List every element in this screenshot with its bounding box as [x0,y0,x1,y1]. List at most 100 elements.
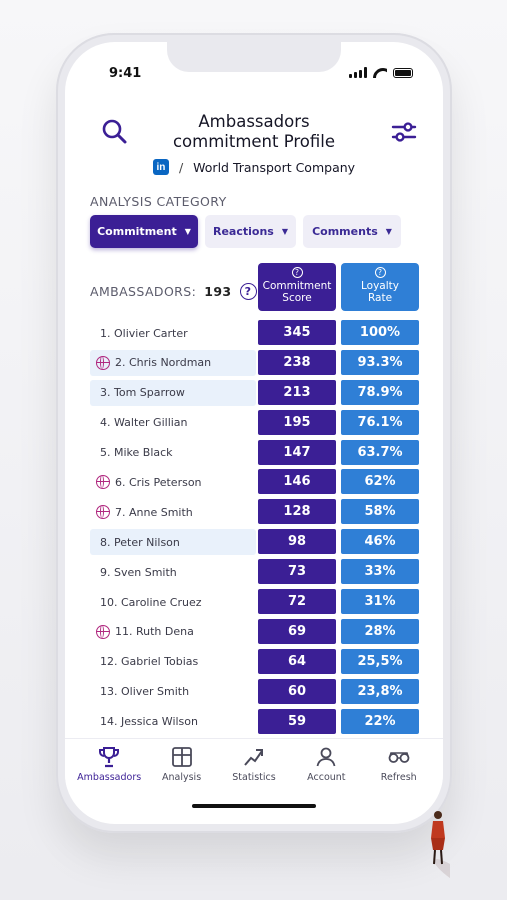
ambassador-name-cell[interactable]: 6. Cris Peterson [90,469,256,495]
table-row[interactable]: 1. Olivier Carter 345 100% [90,318,420,348]
table-row[interactable]: 2. Chris Nordman 238 93.3% [90,348,420,378]
ambassador-name-cell[interactable]: 8. Peter Nilson [90,529,256,556]
figure-illustration [431,811,450,888]
nav-refresh[interactable]: Refresh [364,739,434,788]
table-row[interactable]: 4. Walter Gillian 195 76.1% [90,408,420,438]
commitment-score-cell: 345 [258,320,336,345]
phone-screen: 9:41 Ambassadors commitment Profile [65,42,443,824]
trophy-icon [99,747,120,768]
commitment-score-cell: 128 [258,499,336,525]
analysis-category-label: ANALYSIS CATEGORY [90,194,227,209]
phone-frame: 9:41 Ambassadors commitment Profile [56,33,452,833]
company-breadcrumb: in / World Transport Company [65,159,443,175]
loyalty-rate-cell: 25,5% [341,648,419,674]
ambassador-name: 2. Chris Nordman [115,356,212,370]
trend-icon [244,749,263,766]
help-icon: ? [374,267,386,278]
tab-commitment[interactable]: Commitment ▼ [90,215,198,248]
ambassador-name-cell[interactable]: 7. Anne Smith [90,499,256,525]
loyalty-rate-cell: 78.9% [341,379,419,405]
ambassador-name-cell[interactable]: 11. Ruth Dena [90,619,256,645]
ambassador-name-cell[interactable]: 13. Oliver Smith [90,679,256,705]
table-row[interactable]: 11. Ruth Dena 69 28% [90,617,420,647]
table-row[interactable]: 10. Caroline Cruez 72 31% [90,587,420,617]
table-row[interactable]: 14. Jessica Wilson 59 22% [90,707,420,737]
ambassador-name: 6. Cris Peterson [115,475,202,489]
ambassador-name-cell[interactable]: 4. Walter Gillian [90,410,256,436]
table-row[interactable]: 3. Tom Sparrow 213 78.9% [90,378,420,408]
glasses-icon [388,752,410,763]
ambassador-name: 12. Gabriel Tobias [100,655,199,669]
commitment-score-cell: 146 [258,469,336,495]
loyalty-rate-cell: 76.1% [341,409,419,435]
loyalty-rate-cell: 22% [341,708,419,734]
caret-down-icon: ▼ [281,227,288,236]
ambassador-name-cell[interactable]: 1. Olivier Carter [90,320,256,346]
table-row[interactable]: 9. Sven Smith 73 33% [90,557,420,587]
ambassador-name: 10. Caroline Cruez [100,595,202,609]
ambassador-name-cell[interactable]: 9. Sven Smith [90,559,256,585]
table-row[interactable]: 8. Peter Nilson 98 46% [90,527,420,557]
ambassador-name: 7. Anne Smith [115,505,193,519]
loyalty-rate-cell: 28% [341,618,419,644]
ambassador-name-cell[interactable]: 5. Mike Black [90,440,256,466]
search-button[interactable] [101,118,129,146]
globe-icon [96,355,110,370]
commitment-score-cell: 59 [258,708,336,734]
table-row[interactable]: 5. Mike Black 147 63.7% [90,438,420,468]
tab-comments[interactable]: Comments ▼ [303,215,401,248]
status-time: 9:41 [109,66,142,81]
table-row[interactable]: 7. Anne Smith 128 58% [90,497,420,527]
commitment-score-cell: 195 [258,409,336,435]
battery-icon [393,67,413,78]
table-row[interactable]: 13. Oliver Smith 60 23,8% [90,677,420,707]
sliders-icon [391,122,417,142]
table-row[interactable]: 6. Cris Peterson 146 62% [90,467,420,497]
ambassador-name-cell[interactable]: 10. Caroline Cruez [90,589,256,615]
loyalty-rate-cell: 100% [341,320,419,345]
wifi-icon [373,68,387,78]
company-name: World Transport Company [193,159,356,175]
loyalty-rate-cell: 63.7% [341,439,419,465]
ambassador-name-cell[interactable]: 12. Gabriel Tobias [90,649,256,675]
ambassadors-table: 1. Olivier Carter 345 100% 2. Chris Nordman… [90,318,420,736]
loyalty-rate-cell: 58% [341,499,419,525]
commitment-score-cell: 60 [258,678,336,704]
column-header-commitment-score[interactable]: ? Commitment Score [258,263,336,311]
ambassador-name: 8. Peter Nilson [100,535,180,549]
ambassador-name-cell[interactable]: 14. Jessica Wilson [90,709,256,735]
page-title: Ambassadors commitment Profile [172,112,336,151]
ambassador-name-cell[interactable]: 2. Chris Nordman [90,349,256,376]
help-icon[interactable]: ? [239,283,257,300]
tab-reactions[interactable]: Reactions ▼ [205,215,296,248]
commitment-score-cell: 72 [258,589,336,615]
bottom-nav: Ambassadors Analysis Statistics [65,738,443,788]
search-icon [102,119,127,144]
table-row[interactable]: 12. Gabriel Tobias 64 25,5% [90,647,420,677]
grid-icon [171,747,192,767]
nav-analysis[interactable]: Analysis [147,739,217,788]
loyalty-rate-cell: 33% [341,559,419,585]
nav-ambassadors[interactable]: Ambassadors [74,739,144,788]
commitment-score-cell: 213 [258,379,336,405]
help-icon: ? [291,267,303,278]
globe-icon [96,505,110,520]
loyalty-rate-cell: 46% [341,529,419,555]
signal-icon [349,67,367,78]
column-header-loyalty-rate[interactable]: ? Loyalty Rate [341,263,419,311]
loyalty-rate-cell: 31% [341,589,419,615]
breadcrumb-separator: / [178,159,184,175]
linkedin-icon: in [152,159,169,175]
globe-icon [96,475,110,490]
ambassadors-count: 193 [204,284,232,299]
notch [167,42,341,72]
nav-account[interactable]: Account [291,739,361,788]
ambassador-name-cell[interactable]: 3. Tom Sparrow [90,379,256,406]
nav-statistics[interactable]: Statistics [219,739,289,788]
ambassadors-count-label: AMBASSADORS: 193 ? [90,283,257,300]
ambassador-name: 13. Oliver Smith [100,685,190,699]
caret-down-icon: ▼ [184,227,191,236]
loyalty-rate-cell: 62% [341,469,419,495]
filter-button[interactable] [389,118,419,146]
home-indicator [192,804,316,808]
